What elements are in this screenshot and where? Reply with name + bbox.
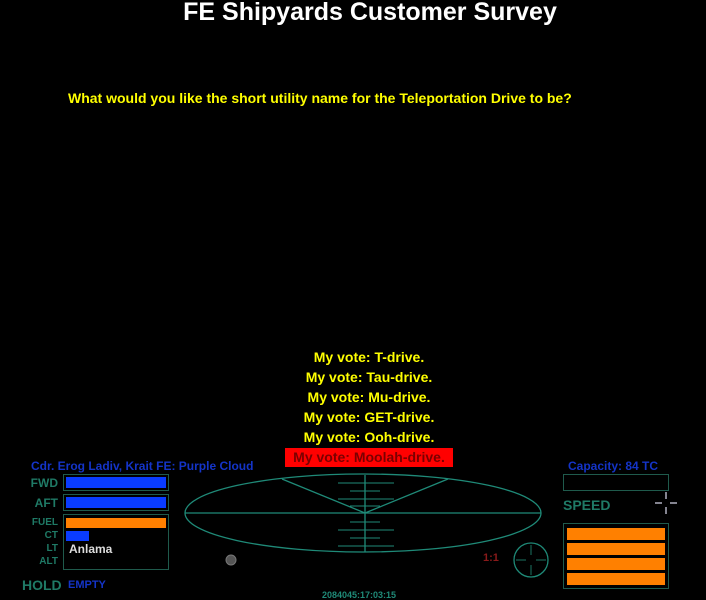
scanner-zoom[interactable]: 1:1 bbox=[483, 552, 499, 564]
vote-option[interactable]: My vote: GET-drive. bbox=[303, 409, 435, 425]
commander-status: Cdr. Erog Ladiv, Krait FE: Purple Cloud bbox=[31, 459, 254, 473]
capacity-gauge bbox=[563, 474, 669, 491]
hold-label: HOLD bbox=[22, 577, 62, 593]
energy-bank-bar bbox=[567, 528, 665, 540]
energy-banks bbox=[563, 523, 669, 589]
aft-shield-bar bbox=[66, 497, 166, 508]
vote-option[interactable]: My vote: T-drive. bbox=[313, 349, 425, 365]
game-clock: 2084045:17:03:15 bbox=[322, 590, 397, 600]
fwd-shield-label: FWD bbox=[30, 476, 58, 490]
alt-label: ALT bbox=[39, 556, 58, 567]
fuel-label: FUEL bbox=[31, 517, 58, 528]
crosshair-icon bbox=[655, 492, 677, 514]
hold-status: EMPTY bbox=[68, 579, 106, 591]
energy-bank-bar bbox=[567, 543, 665, 555]
aft-shield-label: AFT bbox=[34, 496, 58, 510]
lt-label: LT bbox=[46, 543, 58, 554]
fwd-shield-bar bbox=[66, 477, 166, 488]
system-name: Anlama bbox=[69, 542, 113, 556]
survey-question: What would you like the short utility na… bbox=[68, 90, 572, 106]
vote-option[interactable]: My vote: Mu-drive. bbox=[307, 389, 431, 405]
ct-label: CT bbox=[44, 530, 58, 541]
screen-title: FE Shipyards Customer Survey bbox=[183, 0, 557, 26]
fwd-shield-gauge bbox=[63, 474, 169, 491]
aft-shield-gauge bbox=[63, 494, 169, 511]
status-gauges: Anlama bbox=[63, 514, 169, 570]
energy-bank-bar bbox=[567, 558, 665, 570]
cargo-capacity: Capacity: 84 TC bbox=[568, 459, 659, 473]
energy-bank-bar bbox=[567, 573, 665, 585]
vote-option[interactable]: My vote: Ooh-drive. bbox=[303, 429, 435, 445]
missile-indicator-icon bbox=[225, 554, 237, 566]
fuel-bar bbox=[66, 518, 166, 528]
speed-label: SPEED bbox=[563, 497, 611, 513]
vote-option[interactable]: My vote: Tau-drive. bbox=[305, 369, 433, 385]
compass-icon bbox=[513, 542, 549, 578]
vote-option-selected[interactable]: My vote: Moolah-drive. bbox=[285, 448, 453, 467]
scanner-view-cone bbox=[281, 478, 449, 514]
cabin-temp-bar bbox=[66, 531, 89, 541]
